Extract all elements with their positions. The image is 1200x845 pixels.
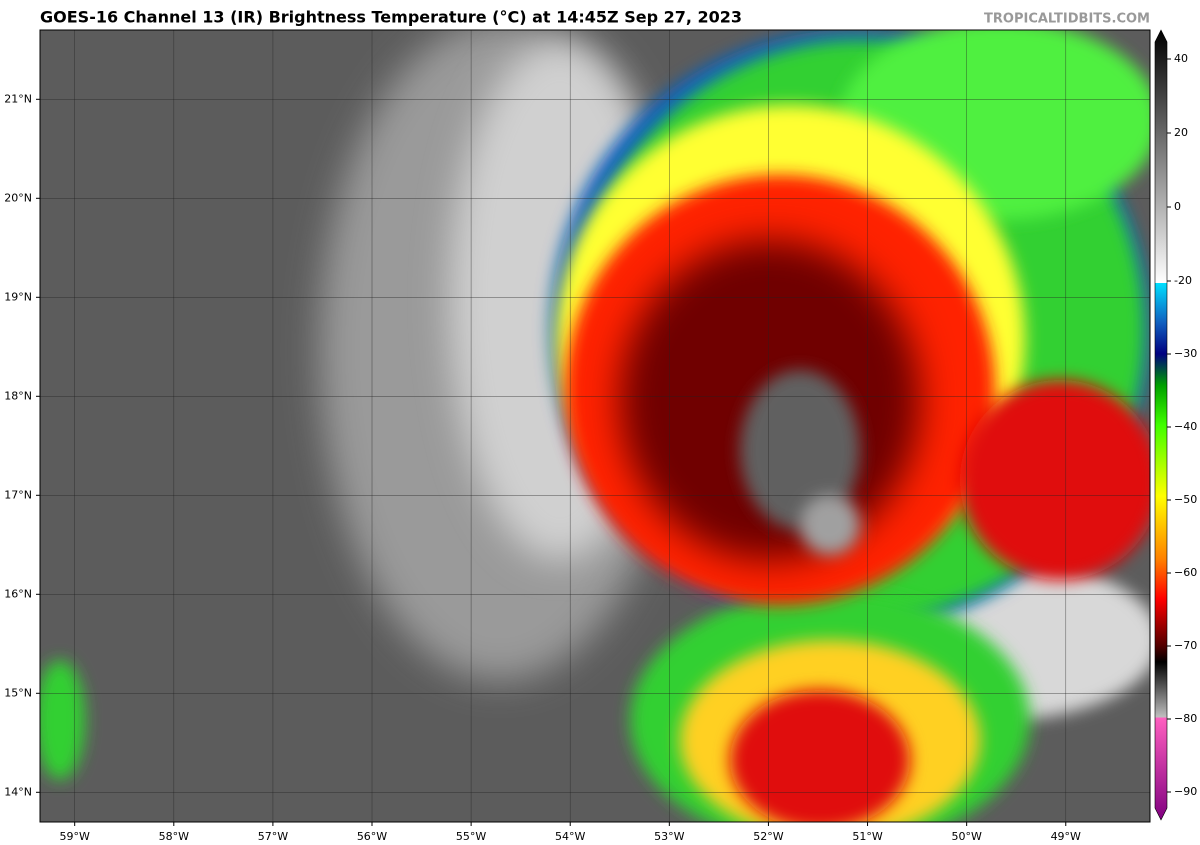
- colorbar-label: −60: [1174, 566, 1197, 579]
- lat-label: 17°N: [4, 488, 32, 501]
- colorbar-label: −80: [1174, 712, 1197, 725]
- lat-label: 21°N: [4, 92, 32, 105]
- colorbar-label: −40: [1174, 420, 1197, 433]
- colorbar-label: 40: [1174, 52, 1188, 65]
- lat-label: 16°N: [4, 587, 32, 600]
- lon-label: 57°W: [258, 830, 288, 843]
- colorbar-label: 0: [1174, 200, 1181, 213]
- lon-label: 59°W: [60, 830, 90, 843]
- colorbar-label: −30: [1174, 347, 1197, 360]
- lon-label: 52°W: [753, 830, 783, 843]
- lat-label: 15°N: [4, 686, 32, 699]
- watermark: TROPICALTIDBITS.COM: [984, 12, 1150, 27]
- colorbar-label: −70: [1174, 639, 1197, 652]
- lon-label: 50°W: [951, 830, 981, 843]
- satellite-image: [40, 30, 1150, 822]
- lon-label: 58°W: [159, 830, 189, 843]
- lon-label: 53°W: [654, 830, 684, 843]
- title: GOES-16 Channel 13 (IR) Brightness Tempe…: [40, 8, 742, 27]
- lat-label: 18°N: [4, 389, 32, 402]
- colorbar: [1154, 29, 1168, 821]
- colorbar-label: −90: [1174, 785, 1197, 798]
- map-frame: [39, 29, 1151, 823]
- lon-label: 54°W: [555, 830, 585, 843]
- lon-label: 55°W: [456, 830, 486, 843]
- lon-label: 49°W: [1051, 830, 1081, 843]
- lon-label: 56°W: [357, 830, 387, 843]
- lat-label: 14°N: [4, 785, 32, 798]
- lon-label: 51°W: [852, 830, 882, 843]
- colorbar-label: 20: [1174, 126, 1188, 139]
- colorbar-label: −50: [1174, 493, 1197, 506]
- lat-label: 19°N: [4, 290, 32, 303]
- colorbar-label: -20: [1174, 274, 1192, 287]
- lat-label: 20°N: [4, 191, 32, 204]
